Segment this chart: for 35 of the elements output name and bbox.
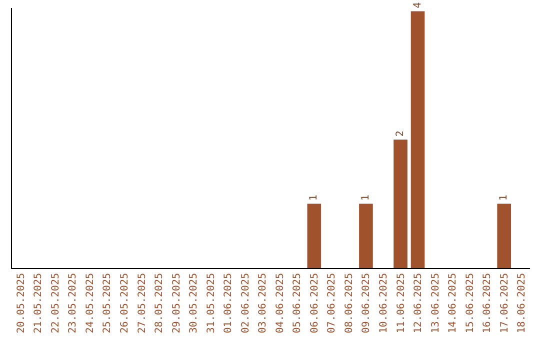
x-tick-label: 10.06.2025 [378,273,390,334]
data-label: 4 [412,2,424,8]
data-label: 1 [498,194,510,201]
x-tick-label: 20.05.2025 [16,273,27,334]
x-tick-label: 23.05.2025 [68,273,79,334]
x-tick-label: 15.06.2025 [464,273,476,334]
x-tick-label: 08.06.2025 [344,273,355,334]
x-tick-label: 09.06.2025 [361,273,372,334]
data-label: 2 [395,130,406,137]
x-tick-label: 18.06.2025 [516,273,528,334]
x-tick-label: 11.06.2025 [396,273,407,334]
x-tick-label: 17.06.2025 [499,273,510,334]
x-tick-label: 02.06.2025 [240,273,252,334]
x-tick-label: 30.05.2025 [188,273,200,334]
x-tick-label: 14.06.2025 [448,273,459,334]
x-tick-label: 21.05.2025 [33,273,44,334]
x-tick-label: 12.06.2025 [413,273,424,334]
x-tick-label: 22.05.2025 [50,273,62,334]
data-label: 1 [360,194,372,201]
x-tick-label: 31.05.2025 [206,273,217,334]
x-tick-label: 01.06.2025 [223,273,234,334]
x-tick-label: 25.05.2025 [102,273,114,334]
x-tick-label: 28.05.2025 [154,273,166,334]
x-tick-label: 13.06.2025 [430,273,442,334]
x-tick-label: 16.06.2025 [482,273,494,334]
x-tick-label: 07.06.2025 [326,273,338,334]
x-tick-label: 24.05.2025 [84,273,96,334]
x-tick-label: 27.05.2025 [136,273,148,334]
x-tick-label: 05.06.2025 [292,273,304,334]
x-tick-label: 03.06.2025 [258,273,269,334]
x-tick-label: 06.06.2025 [309,273,320,334]
x-tick-label: 26.05.2025 [119,273,130,334]
data-label: 1 [308,194,320,201]
x-tick-label: 04.06.2025 [274,273,286,334]
x-tick-label: 29.05.2025 [171,273,182,334]
